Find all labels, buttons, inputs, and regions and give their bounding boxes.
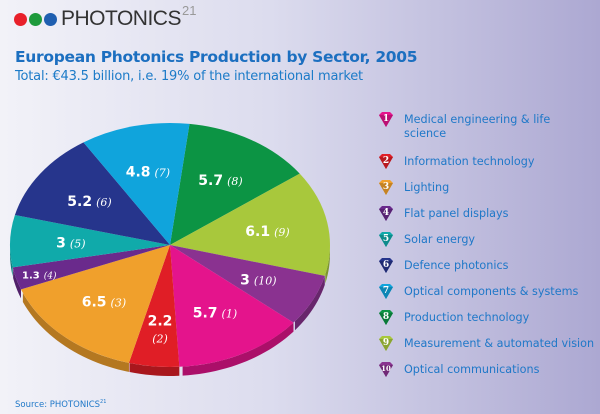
legend-item-4: 4 Flat panel displays — [378, 206, 600, 232]
legend: 1 Medical engineering & life science 2 Info… — [378, 112, 600, 388]
logo-superscript: 21 — [181, 2, 197, 18]
slice-label-2: 2.2 (2) — [148, 313, 173, 345]
legend-item-5: 5 Solar energy — [378, 232, 600, 258]
gem-marker-icon: 10 — [378, 362, 394, 377]
pie-side-10 — [294, 275, 325, 331]
legend-label: Defence photonics — [404, 259, 509, 272]
logo-text: PHOTONICS — [61, 7, 181, 30]
pie-slice-9 — [170, 173, 330, 276]
slice-label-9: 6.1 (9) — [245, 224, 289, 240]
gem-marker-icon: 8 — [378, 310, 394, 325]
svg-text:7: 7 — [383, 286, 389, 296]
pie-slice-1 — [170, 245, 294, 367]
legend-label: Information technology — [404, 155, 535, 168]
svg-text:1: 1 — [383, 114, 389, 124]
pie-slice-3 — [20, 245, 171, 363]
pie-side-9 — [325, 245, 330, 284]
legend-item-8: 8 Production technology — [378, 310, 600, 336]
source-superscript: 21 — [100, 399, 107, 405]
legend-item-1: 1 Medical engineering & life science — [378, 112, 600, 154]
legend-label: Solar energy — [404, 233, 476, 246]
pie-slice-2 — [128, 245, 180, 367]
logo-dot-red — [14, 12, 27, 26]
legend-label: Measurement & automated vision — [404, 337, 595, 350]
svg-text:6: 6 — [383, 260, 389, 270]
chart-subtitle: Total: €43.5 billion, i.e. 19% of the in… — [15, 69, 363, 84]
legend-label: Production technology — [404, 311, 530, 324]
legend-item-6: 6 Defence photonics — [378, 258, 600, 284]
pie-slice-7 — [83, 123, 190, 245]
slice-label-4: 1.3 (4) — [22, 271, 57, 282]
pie-slice-8 — [170, 123, 300, 245]
logo-dot-green — [29, 12, 42, 26]
svg-text:4: 4 — [383, 208, 389, 218]
gem-marker-icon: 9 — [378, 336, 394, 351]
legend-label: Optical components & systems — [404, 285, 579, 298]
gem-marker-icon: 1 — [378, 112, 394, 127]
pie-side-5 — [10, 246, 13, 277]
legend-label: Medical engineering & life science — [404, 113, 551, 140]
pie-slice-4 — [12, 245, 170, 290]
legend-item-10: 10 Optical communications — [378, 362, 600, 388]
svg-text:10: 10 — [381, 364, 391, 373]
pie-chart: 5.7 (8) 6.1 (9) 3 (10) 5.7 (1) 2.2 (2) 6.5 (3) 1.3 (4… — [9, 123, 330, 376]
pie-side-3 — [22, 292, 129, 372]
legend-item-9: 9 Measurement & automated vision — [378, 336, 600, 362]
legend-item-7: 7 Optical components & systems — [378, 284, 600, 310]
gem-marker-icon: 6 — [378, 258, 394, 273]
gem-marker-icon: 5 — [378, 232, 394, 247]
legend-item-3: 3 Lighting — [378, 180, 600, 206]
legend-label: Flat panel displays — [404, 207, 509, 220]
svg-text:9: 9 — [383, 338, 389, 348]
legend-label: Optical communications — [404, 363, 540, 376]
pie-side-2 — [129, 363, 180, 376]
source-text: Source: PHOTONICS — [15, 399, 101, 410]
photonics21-logo: PHOTONICS 21 — [14, 2, 197, 32]
pie-side-1 — [182, 322, 294, 376]
pie-slice-10 — [170, 245, 325, 323]
slice-label-1: 5.7 (1) — [193, 305, 237, 321]
source-note: Source: PHOTONICS21 — [15, 399, 106, 410]
slice-label-8: 5.7 (8) — [198, 173, 242, 189]
logo-dot-blue — [44, 12, 57, 26]
gem-marker-icon: 7 — [378, 284, 394, 299]
slice-label-5: 3 (5) — [56, 236, 85, 252]
gem-marker-icon: 3 — [378, 180, 394, 195]
svg-text:5: 5 — [383, 234, 389, 244]
svg-text:8: 8 — [383, 312, 389, 322]
slice-label-10: 3 (10) — [240, 272, 276, 288]
slice-label-6: 5.2 (6) — [67, 194, 111, 210]
slice-label-7: 4.8 (7) — [126, 164, 170, 180]
gem-marker-icon: 2 — [378, 154, 394, 169]
gem-marker-icon: 4 — [378, 206, 394, 221]
legend-label: Lighting — [404, 181, 450, 194]
svg-text:2: 2 — [383, 156, 389, 166]
pie-slice-6 — [14, 142, 171, 245]
legend-item-2: 2 Information technology — [378, 154, 600, 180]
svg-text:3: 3 — [383, 182, 389, 192]
pie-slice-5 — [9, 214, 171, 268]
chart-title: European Photonics Production by Sector,… — [15, 48, 418, 66]
pie-side-4 — [13, 268, 21, 299]
slice-label-3: 6.5 (3) — [82, 294, 126, 310]
